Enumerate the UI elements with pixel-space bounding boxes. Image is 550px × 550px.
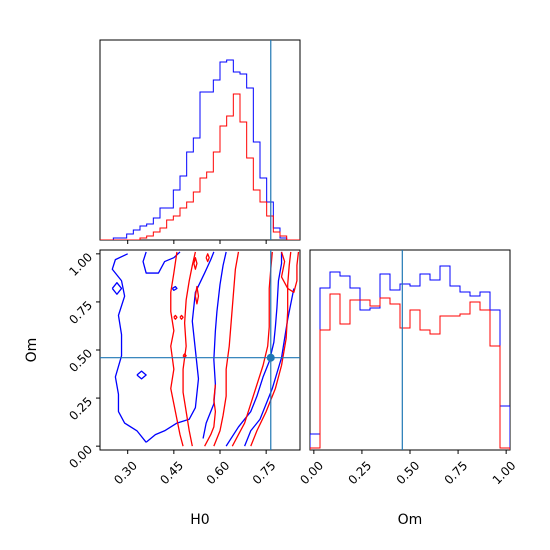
h0-tick-label: 0.45 xyxy=(157,458,186,487)
contour-blue-3 xyxy=(142,251,181,274)
om-x-tick-label: 0.50 xyxy=(394,458,423,487)
om-tick-label: 0.25 xyxy=(66,394,95,423)
contour-red-16 xyxy=(194,285,200,305)
contour-red-14 xyxy=(280,251,300,293)
om-tick-label: 0.75 xyxy=(66,298,95,327)
joint-contours xyxy=(100,250,300,450)
h0-tick-label: 0.30 xyxy=(111,458,140,487)
om-x-tick-label: 0.00 xyxy=(297,458,326,487)
contour-red-12 xyxy=(231,251,273,447)
contour-red-11 xyxy=(213,251,240,447)
contour-red-20 xyxy=(179,314,184,320)
om-histogram-frame xyxy=(309,249,511,451)
om-histogram-series-red xyxy=(310,293,510,450)
contour-blue-1 xyxy=(202,251,227,439)
contour-blue-7 xyxy=(136,370,147,380)
om-x-tick-label: 0.25 xyxy=(345,458,374,487)
x-axis-title-om: Om xyxy=(398,512,423,528)
contour-blue-4 xyxy=(225,251,283,447)
h0-histogram-series-red xyxy=(100,93,300,240)
contour-blue-2 xyxy=(111,253,147,443)
contour-blue-5 xyxy=(244,288,295,447)
contour-red-10 xyxy=(182,251,197,447)
om-histogram xyxy=(310,250,510,450)
contour-blue-0 xyxy=(145,251,215,443)
contour-blue-6 xyxy=(111,282,123,295)
contour-red-21 xyxy=(182,353,187,359)
contour-red-18 xyxy=(205,253,210,263)
truth-marker xyxy=(266,353,275,362)
contour-red-15 xyxy=(204,384,217,447)
h0-histogram-frame xyxy=(99,39,301,241)
om-x-tick-label: 0.75 xyxy=(442,458,471,487)
contour-red-17 xyxy=(193,257,198,270)
contour-red-9 xyxy=(170,251,184,447)
om-x-tick-label: 1.00 xyxy=(490,458,519,487)
om-tick-label: 0.50 xyxy=(66,346,95,375)
om-tick-label: 0.00 xyxy=(66,442,95,471)
h0-tick-label: 0.60 xyxy=(204,458,233,487)
x-axis-title-h0: H0 xyxy=(190,512,209,528)
contour-red-19 xyxy=(173,314,178,320)
h0-histogram-series-blue xyxy=(100,59,300,240)
om-tick-label: 1.00 xyxy=(66,250,95,279)
h0-histogram xyxy=(100,40,300,240)
contour-red-13 xyxy=(250,251,292,447)
contour-blue-8 xyxy=(171,285,178,292)
y-axis-title-om: Om xyxy=(24,338,40,363)
om-histogram-series-blue xyxy=(310,265,510,450)
h0-tick-label: 0.75 xyxy=(250,458,279,487)
